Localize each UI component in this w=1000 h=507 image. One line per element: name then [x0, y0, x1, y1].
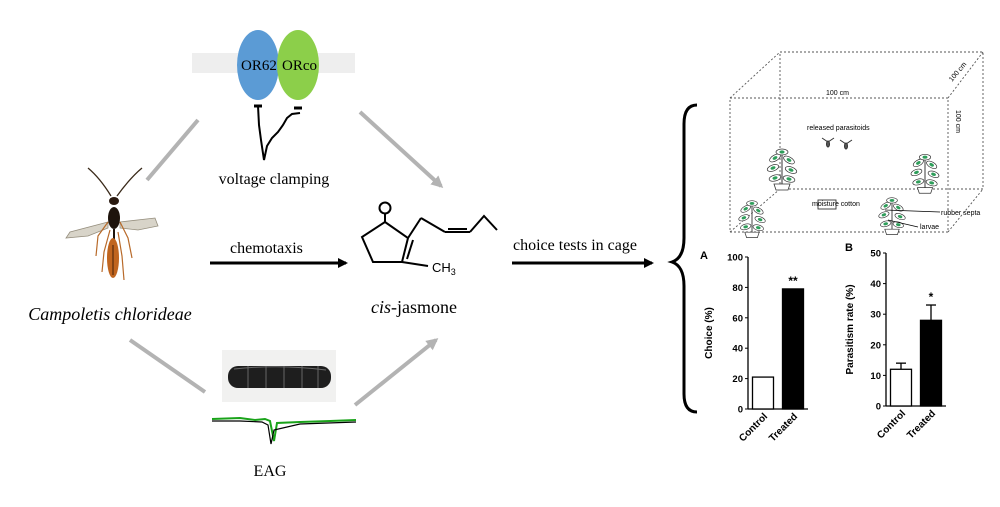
released-parasitoids-label: released parasitoids — [807, 125, 870, 132]
chemotaxis-label: chemotaxis — [230, 240, 303, 257]
cage-depth-label: 100 cm — [948, 61, 968, 83]
y-axis-label: Parasitism rate (%) — [845, 284, 856, 374]
eag-label: EAG — [254, 463, 287, 480]
cage-plants — [738, 148, 940, 238]
wasp-illustration — [65, 167, 159, 281]
or62-receptor — [237, 30, 279, 100]
y-tick-label: 80 — [732, 283, 743, 294]
voltage-clamp-trace — [254, 104, 302, 161]
bar-treated — [781, 288, 805, 410]
significance-marker: ** — [788, 274, 798, 288]
methyl-group: CH3 — [432, 260, 456, 277]
choice-tests-label: choice tests in cage — [513, 237, 637, 254]
y-tick-label: 30 — [870, 310, 881, 321]
eag-antenna-photo — [222, 350, 336, 402]
rubber-septa-label: rubber septa — [941, 210, 980, 217]
plant-1 — [766, 148, 798, 191]
moisture-cotton-label: moisture cotton — [812, 201, 860, 208]
cage-width-label: 100 cm — [826, 90, 849, 97]
larvae-label: larvae — [920, 224, 939, 231]
arrow-insect-to-receptor — [145, 118, 200, 182]
panel-label: A — [700, 250, 708, 262]
cis-jasmone-structure — [360, 201, 498, 267]
y-tick-label: 40 — [870, 279, 881, 290]
arrow-receptor-to-compound — [358, 110, 444, 189]
plant-4 — [878, 197, 906, 235]
y-tick-label: 40 — [732, 344, 743, 355]
y-tick-label: 0 — [876, 402, 881, 413]
compound-name: cis-jasmone — [371, 297, 457, 317]
x-tick-label: Treated — [905, 408, 938, 441]
cage-height-label: 100 cm — [954, 110, 961, 133]
plant-2 — [738, 200, 766, 238]
bar-control — [751, 376, 775, 410]
x-tick-label: Control — [875, 408, 908, 441]
orco-receptor — [277, 30, 319, 100]
y-tick-label: 60 — [732, 313, 743, 324]
eag-trace — [211, 416, 357, 445]
voltage-clamping-label: voltage clamping — [219, 171, 330, 188]
y-tick-label: 20 — [732, 374, 743, 385]
panel-label: B — [845, 242, 853, 254]
y-axis-label: Choice (%) — [704, 307, 715, 359]
receptor-group: OR62 ORco — [192, 30, 355, 100]
significance-marker: * — [929, 290, 934, 304]
x-tick-label: Control — [737, 411, 770, 444]
curly-brace — [667, 103, 698, 414]
x-tick-label: Treated — [767, 411, 800, 444]
chart-a: 0 20 40 60 80 100 Control ** Treated Choice (%) A — [700, 250, 808, 444]
bar-control — [889, 368, 913, 407]
arrow-eag-to-compound — [353, 338, 439, 407]
y-tick-label: 20 — [870, 340, 881, 351]
y-tick-label: 0 — [738, 405, 743, 416]
or62-label: OR62 — [241, 58, 277, 74]
y-tick-label: 50 — [870, 249, 881, 260]
insect-name: Campoletis chlorideae — [28, 304, 191, 324]
orco-label: ORco — [282, 58, 317, 74]
arrow-insect-to-eag — [128, 338, 207, 394]
bar-treated — [919, 319, 943, 407]
y-tick-label: 10 — [870, 371, 881, 382]
parasitoid-icons — [821, 137, 853, 150]
plant-3 — [910, 154, 940, 194]
chart-b: 0 10 20 30 40 50 Control * Treated Parasitism rat… — [845, 242, 946, 441]
y-tick-label: 100 — [727, 253, 743, 264]
